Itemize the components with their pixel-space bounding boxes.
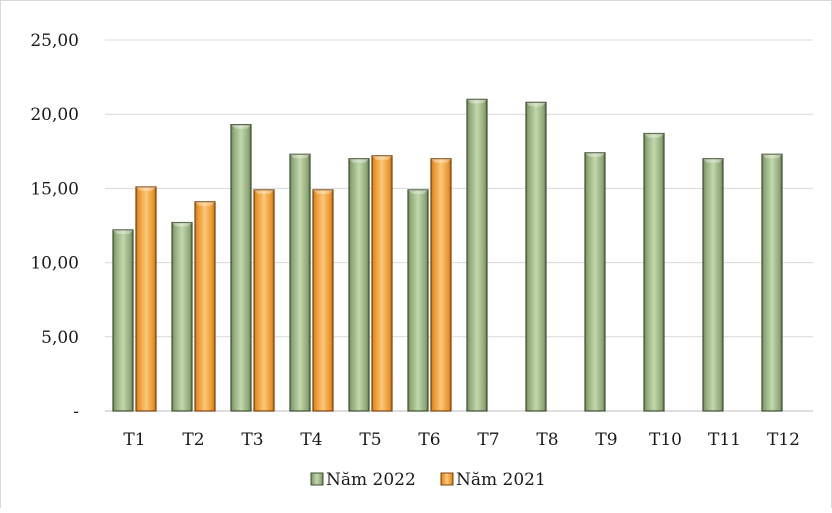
bar-nam-2022-t4 xyxy=(289,153,311,412)
x-tick-label: T10 xyxy=(649,430,682,450)
bar-nam-2021-t5 xyxy=(371,155,393,412)
bar-bevel xyxy=(431,158,451,163)
legend-item-nam-2022: Năm 2022 xyxy=(310,470,416,490)
x-tick-label: T3 xyxy=(241,430,263,450)
bar-nam-2021-t3 xyxy=(253,189,275,412)
bar-nam-2022-t2 xyxy=(171,221,193,412)
bar-bevel xyxy=(195,201,215,206)
bar-nam-2021-t4 xyxy=(312,189,334,412)
bar-nam-2021-t6 xyxy=(430,158,452,412)
x-tick-label: T6 xyxy=(418,430,440,450)
legend-item-nam-2021: Năm 2021 xyxy=(440,470,546,490)
bar-body xyxy=(312,189,334,412)
bar-bevel xyxy=(644,133,664,138)
bar-bevel xyxy=(585,152,605,157)
bar-nam-2022-t7 xyxy=(466,98,488,412)
bar-bevel xyxy=(408,189,428,194)
bar-bevel xyxy=(762,154,782,159)
bar-body xyxy=(430,158,452,412)
bar-body xyxy=(289,153,311,412)
y-axis-ticks: - 5,00 10,00 15,00 20,00 25,00 xyxy=(30,31,79,422)
bar-bevel xyxy=(254,189,274,194)
bar-nam-2022-t1 xyxy=(112,229,134,412)
x-tick-label: T5 xyxy=(359,430,381,450)
x-tick-label: T7 xyxy=(477,430,499,450)
x-tick-label: T8 xyxy=(536,430,558,450)
bar-nam-2022-t11 xyxy=(702,158,724,412)
legend-label: Năm 2022 xyxy=(326,470,416,490)
bar-nam-2022-t3 xyxy=(230,123,252,412)
bar-nam-2021-t1 xyxy=(135,186,157,412)
x-tick-label: T4 xyxy=(300,430,322,450)
bar-bevel xyxy=(113,229,133,234)
legend-swatch xyxy=(440,472,454,486)
bar-body xyxy=(525,101,547,412)
y-tick-label: 25,00 xyxy=(30,31,79,51)
legend-swatch xyxy=(310,472,324,486)
bar-body xyxy=(253,189,275,412)
y-tick-label: 5,00 xyxy=(41,328,79,348)
bar-body xyxy=(407,189,429,412)
bar-bevel xyxy=(467,99,487,104)
bar-bevel xyxy=(703,158,723,163)
y-tick-label: - xyxy=(73,402,79,422)
bar-body xyxy=(112,229,134,412)
bar-bevel xyxy=(372,155,392,160)
y-tick-label: 20,00 xyxy=(30,105,79,125)
gridlines xyxy=(105,39,813,412)
bar-body xyxy=(371,155,393,412)
x-tick-label: T1 xyxy=(123,430,145,450)
legend: Năm 2022 Năm 2021 xyxy=(310,470,546,490)
bar-nam-2022-t10 xyxy=(643,132,665,412)
bar-nam-2022-t5 xyxy=(348,158,370,412)
bar-body xyxy=(171,221,193,412)
bar-bevel xyxy=(136,186,156,191)
bar-body xyxy=(761,153,783,412)
legend-label: Năm 2021 xyxy=(456,470,546,490)
x-tick-label: T9 xyxy=(595,430,617,450)
bar-body xyxy=(466,98,488,412)
bars xyxy=(112,98,783,412)
bar-bevel xyxy=(349,158,369,163)
x-axis-ticks: T1 T2 T3 T4 T5 T6 T7 T8 T9 T10 T11 T12 xyxy=(123,430,800,450)
bar-nam-2022-t8 xyxy=(525,101,547,412)
x-tick-label: T12 xyxy=(767,430,800,450)
x-tick-label: T11 xyxy=(708,430,741,450)
bar-body xyxy=(194,201,216,412)
bar-body xyxy=(135,186,157,412)
y-tick-label: 10,00 xyxy=(30,254,79,274)
y-tick-label: 15,00 xyxy=(30,179,79,199)
bar-nam-2022-t9 xyxy=(584,152,606,412)
bar-body xyxy=(702,158,724,412)
bar-bevel xyxy=(313,189,333,194)
x-tick-label: T2 xyxy=(182,430,204,450)
bar-nam-2022-t12 xyxy=(761,153,783,412)
bar-bevel xyxy=(290,154,310,159)
bar-body xyxy=(643,132,665,412)
bar-body xyxy=(584,152,606,412)
bar-body xyxy=(348,158,370,412)
bar-bevel xyxy=(231,124,251,129)
bar-bevel xyxy=(526,102,546,107)
bar-bevel xyxy=(172,222,192,227)
bar-nam-2022-t6 xyxy=(407,189,429,412)
bar-nam-2021-t2 xyxy=(194,201,216,412)
bar-body xyxy=(230,123,252,412)
